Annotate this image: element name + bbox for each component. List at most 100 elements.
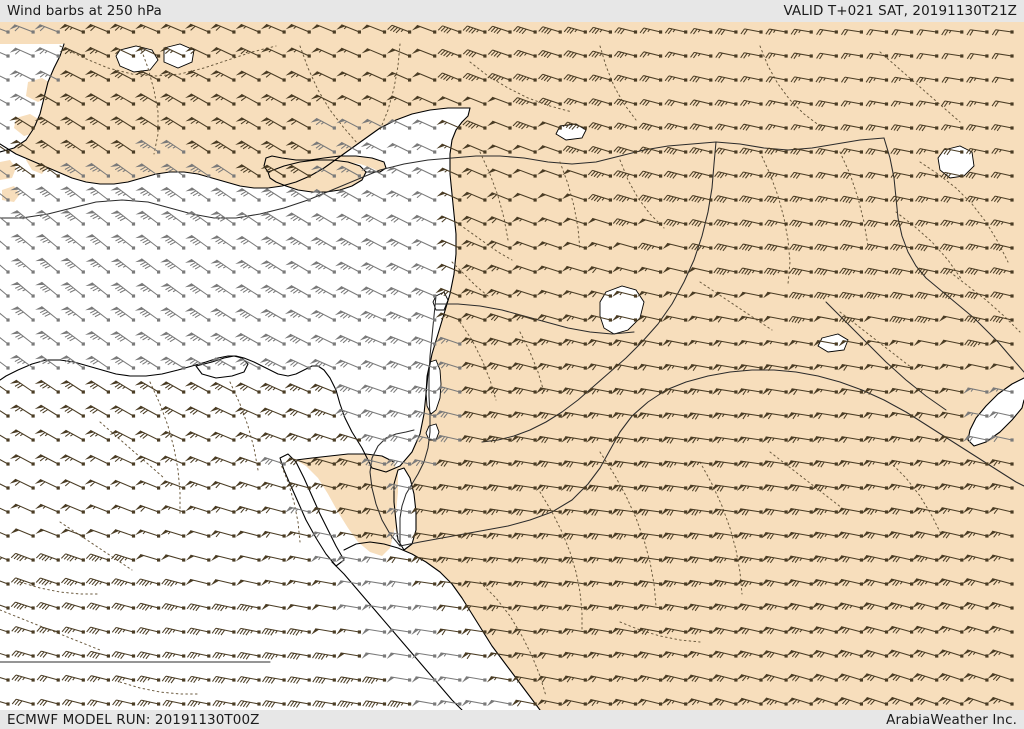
barb-full-feather [519, 51, 525, 58]
barb-station-dot [458, 54, 462, 58]
barb-full-feather [945, 245, 951, 251]
barb-half-feather [368, 73, 372, 77]
barb-full-feather [865, 124, 870, 131]
barb-full-feather [840, 100, 846, 107]
wind-barb [841, 76, 863, 84]
barb-half-feather [120, 97, 124, 101]
barb-shaft [366, 95, 385, 105]
barb-pennant [159, 93, 170, 98]
wind-barb [260, 70, 286, 82]
barb-full-feather [167, 215, 174, 220]
barb-station-dot [709, 246, 713, 250]
barb-shaft [290, 164, 310, 177]
barb-full-feather [594, 147, 599, 154]
wind-barb [966, 76, 989, 84]
wind-barb [815, 100, 838, 108]
barb-full-feather [240, 96, 247, 102]
coast-red-sea-east [343, 541, 541, 710]
wind-barb [991, 52, 1014, 60]
wind-barb [360, 213, 387, 226]
barb-half-feather [848, 53, 851, 58]
barb-pennant [9, 163, 20, 167]
wind-barb [285, 164, 311, 178]
barb-half-feather [72, 241, 77, 244]
barb-half-feather [676, 222, 680, 226]
wind-barb [235, 211, 261, 226]
barb-half-feather [222, 241, 227, 245]
barb-shaft [0, 264, 9, 273]
barb-pennant [310, 213, 321, 218]
barb-full-feather [765, 52, 770, 59]
barb-half-feather [197, 193, 202, 197]
barb-full-feather [889, 219, 895, 226]
border-dotted-syria-1 [479, 151, 509, 241]
barb-half-feather [22, 265, 26, 268]
barb-pennant [235, 71, 246, 76]
borders-solid [0, 137, 1024, 663]
barb-full-feather [768, 29, 773, 35]
barb-full-feather [318, 217, 325, 222]
barb-full-feather [240, 49, 246, 55]
wind-barb [613, 98, 638, 106]
barb-full-feather [242, 168, 249, 173]
barb-pennant [185, 70, 195, 76]
barb-full-feather [722, 221, 727, 228]
wind-barb [336, 94, 361, 106]
barb-station-dot [458, 102, 462, 106]
wind-barb [537, 217, 562, 226]
barb-full-feather [318, 193, 324, 198]
barb-full-feather [512, 97, 518, 103]
barb-full-feather [513, 49, 519, 56]
barb-full-feather [739, 219, 744, 226]
barb-half-feather [647, 29, 651, 33]
barb-shaft [542, 49, 561, 57]
wind-barb [160, 186, 186, 202]
barb-shaft [743, 147, 762, 153]
barb-shaft [89, 23, 109, 33]
wind-barb [436, 239, 462, 250]
wind-barb [135, 258, 161, 274]
barb-station-dot [458, 126, 462, 130]
barb-full-feather [770, 221, 775, 227]
barb-full-feather [845, 173, 851, 179]
barb-full-feather [821, 125, 826, 132]
barb-full-feather [996, 173, 1002, 179]
barb-full-feather [868, 101, 873, 107]
barb-full-feather [590, 194, 596, 201]
barb-full-feather [916, 76, 921, 83]
barb-full-feather [818, 148, 823, 155]
barb-pennant [159, 116, 170, 121]
wind-barb [336, 118, 361, 130]
barb-full-feather [92, 144, 99, 149]
barb-full-feather [764, 243, 769, 250]
barb-shaft [391, 166, 410, 177]
barb-shaft [516, 192, 536, 201]
barb-full-feather [90, 261, 97, 266]
barb-station-dot [182, 198, 186, 202]
barb-pennant [210, 93, 220, 99]
wind-barb [110, 162, 136, 178]
wind-barb [9, 139, 35, 154]
wind-barb [588, 50, 612, 58]
barb-half-feather [500, 77, 504, 81]
barb-full-feather [14, 213, 22, 218]
barb-full-feather [597, 100, 602, 107]
wind-barb [688, 194, 713, 203]
barb-half-feather [69, 50, 73, 54]
barb-shaft [290, 212, 310, 225]
wind-barb [411, 143, 437, 154]
barb-pennant [109, 47, 120, 53]
barb-full-feather [664, 75, 670, 82]
wind-barb [639, 51, 663, 58]
barb-full-feather [566, 75, 572, 81]
barb-shaft [843, 219, 862, 225]
barb-full-feather [895, 221, 901, 227]
barb-half-feather [343, 26, 347, 30]
barb-full-feather [165, 237, 171, 242]
barb-full-feather [571, 148, 577, 154]
wind-barb [210, 93, 236, 106]
barb-pennant [134, 93, 145, 98]
barb-station-dot [182, 246, 186, 250]
barb-full-feather [965, 171, 971, 178]
barb-station-dot [709, 78, 713, 82]
